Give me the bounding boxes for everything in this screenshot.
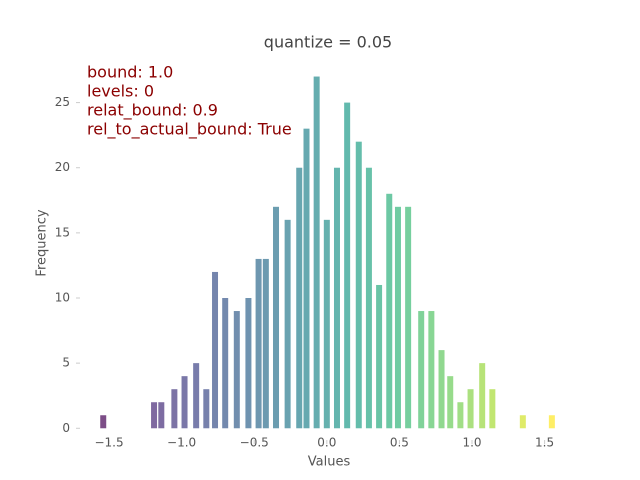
bar xyxy=(405,206,412,429)
y-tick-label: 20 xyxy=(55,160,70,174)
bar xyxy=(365,167,372,429)
x-tick-label: 0.0 xyxy=(317,436,336,450)
bar xyxy=(548,415,555,429)
bar xyxy=(284,219,291,429)
bar xyxy=(181,376,188,429)
bar xyxy=(245,298,252,429)
bar xyxy=(323,219,330,429)
bar xyxy=(233,311,240,429)
bar xyxy=(255,258,262,429)
bar xyxy=(438,350,445,429)
x-axis-label: Values xyxy=(308,455,351,470)
y-tick-label: 0 xyxy=(62,421,70,435)
bar xyxy=(447,376,454,429)
y-tick-label: 5 xyxy=(62,356,70,370)
bar xyxy=(313,76,320,429)
y-tick-label: 10 xyxy=(55,291,70,305)
bar xyxy=(100,415,107,429)
bar xyxy=(222,298,229,429)
bar xyxy=(151,402,158,429)
annotation: bound: 1.0 xyxy=(87,63,173,82)
bar xyxy=(344,102,351,429)
x-tick-label: 1.5 xyxy=(535,436,554,450)
bar xyxy=(333,167,340,429)
x-tick-label: 1.0 xyxy=(462,436,481,450)
x-tick-label: −1.0 xyxy=(167,436,196,450)
bar xyxy=(296,167,303,429)
x-tick-label: −0.5 xyxy=(240,436,269,450)
bar xyxy=(376,284,383,429)
bar xyxy=(212,271,219,429)
bar xyxy=(158,402,165,429)
annotation: relat_bound: 0.9 xyxy=(87,101,218,121)
bar xyxy=(203,389,210,429)
x-tick-label: −1.5 xyxy=(94,436,123,450)
bar xyxy=(489,389,496,429)
bar xyxy=(428,311,435,429)
bar xyxy=(303,128,310,429)
y-tick-label: 25 xyxy=(55,95,70,109)
chart-title: quantize = 0.05 xyxy=(264,33,392,52)
bar xyxy=(273,206,280,429)
y-tick-label: 15 xyxy=(55,225,70,239)
bar xyxy=(467,389,474,429)
bar xyxy=(457,402,464,429)
bar xyxy=(418,311,425,429)
bar xyxy=(171,389,178,429)
bar xyxy=(262,258,269,429)
bar xyxy=(193,363,200,429)
annotation: rel_to_actual_bound: True xyxy=(87,120,292,140)
bar xyxy=(394,206,401,429)
bar xyxy=(479,363,486,429)
x-tick-label: 0.5 xyxy=(390,436,409,450)
annotation: levels: 0 xyxy=(87,82,154,101)
bar xyxy=(519,415,526,429)
y-axis-label: Frequency xyxy=(35,209,50,276)
bar xyxy=(355,141,362,429)
bar xyxy=(386,193,393,429)
